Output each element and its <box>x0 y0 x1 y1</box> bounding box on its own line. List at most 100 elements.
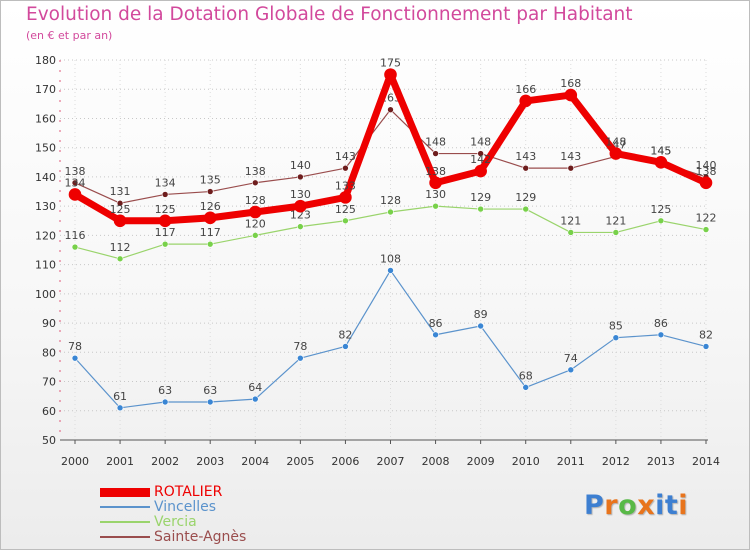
logo-letter: x <box>637 490 656 521</box>
data-label-vincelles: 85 <box>609 320 623 333</box>
data-point-rotalier <box>429 176 442 190</box>
data-point-rotalier <box>248 205 262 219</box>
data-label-sainte-agn-s: 131 <box>110 185 131 198</box>
x-tick-label: 2005 <box>286 455 314 468</box>
data-label-rotalier: 126 <box>200 200 221 213</box>
data-point-vercia <box>612 229 620 236</box>
data-label-sainte-agn-s: 145 <box>650 144 671 157</box>
data-label-vercia: 125 <box>650 203 671 216</box>
data-point-vincelles <box>71 354 79 362</box>
data-label-rotalier: 166 <box>515 83 536 96</box>
logo-letter: o <box>618 490 638 521</box>
legend-label-vincelles: Vincelles <box>154 499 217 515</box>
data-point-vercia <box>387 208 394 216</box>
y-tick-label: 70 <box>42 376 56 389</box>
legend-swatch-rotalier <box>100 488 150 497</box>
legend-label-rotalier: ROTALIER <box>154 484 223 500</box>
data-label-vincelles: 86 <box>654 317 668 330</box>
y-tick-label: 80 <box>42 346 56 359</box>
data-label-vercia: 125 <box>335 203 356 216</box>
data-point-sainte-agn-s <box>477 150 484 157</box>
logo-letter: i <box>655 490 665 521</box>
x-tick-label: 2000 <box>61 455 89 468</box>
logo-letter: r <box>604 490 619 521</box>
data-point-vercia <box>206 240 214 248</box>
y-tick-label: 100 <box>35 288 56 301</box>
data-point-rotalier <box>294 199 307 213</box>
data-point-rotalier <box>474 164 487 178</box>
y-tick-label: 50 <box>42 434 56 447</box>
proxiti-logo: Proxiti <box>584 490 688 521</box>
data-point-sainte-agn-s <box>71 179 79 187</box>
data-point-rotalier <box>68 188 82 201</box>
data-label-rotalier: 125 <box>155 203 176 216</box>
data-point-rotalier <box>519 94 533 108</box>
data-point-sainte-agn-s <box>297 173 304 181</box>
data-label-vincelles: 63 <box>158 384 172 397</box>
data-label-rotalier: 133 <box>335 179 356 192</box>
y-tick-label: 140 <box>35 171 56 184</box>
data-point-vincelles <box>297 354 304 362</box>
x-tick-label: 2004 <box>241 455 269 468</box>
data-label-vercia: 130 <box>425 188 446 201</box>
data-label-rotalier: 142 <box>470 153 491 166</box>
data-label-vincelles: 74 <box>564 352 578 365</box>
data-label-vercia: 120 <box>245 217 266 230</box>
data-label-sainte-agn-s: 148 <box>425 136 446 149</box>
data-label-sainte-agn-s: 138 <box>245 165 266 178</box>
data-label-sainte-agn-s: 138 <box>65 165 86 178</box>
legend-label-vercia: Vercia <box>154 514 197 530</box>
data-label-sainte-agn-s: 140 <box>290 159 311 172</box>
data-label-vercia: 117 <box>200 226 221 239</box>
data-label-sainte-agn-s: 148 <box>470 136 491 149</box>
data-point-sainte-agn-s <box>432 150 439 157</box>
data-point-rotalier <box>609 147 623 160</box>
data-label-vincelles: 82 <box>338 328 352 341</box>
y-tick-label: 160 <box>35 112 56 125</box>
data-label-vincelles: 78 <box>293 340 307 353</box>
legend-label-sainte-agnes: Sainte-Agnès <box>154 529 247 545</box>
data-point-vercia <box>297 223 304 230</box>
data-point-vincelles <box>116 404 124 412</box>
data-point-rotalier <box>203 211 217 225</box>
data-point-vercia <box>567 229 575 236</box>
x-tick-label: 2002 <box>151 455 179 468</box>
legend-item-sainte-agnes: Sainte-Agnès <box>100 530 320 544</box>
data-label-vercia: 121 <box>605 214 626 227</box>
data-label-sainte-agn-s: 143 <box>335 150 356 163</box>
legend-swatch-vercia <box>100 521 150 523</box>
y-tick-label: 60 <box>42 405 56 418</box>
data-point-rotalier <box>113 214 127 228</box>
legend-swatch-vincelles <box>100 506 150 508</box>
data-point-vercia <box>702 226 710 233</box>
data-label-vercia: 122 <box>696 212 717 225</box>
y-tick-label: 150 <box>35 142 56 155</box>
x-tick-label: 2006 <box>331 455 359 468</box>
data-point-sainte-agn-s <box>206 188 214 195</box>
legend-item-vercia: Vercia <box>100 515 320 529</box>
x-tick-label: 2014 <box>692 455 720 468</box>
x-tick-label: 2008 <box>422 455 450 468</box>
y-tick-label: 180 <box>35 54 56 67</box>
data-point-vincelles <box>702 343 710 350</box>
x-tick-label: 2011 <box>557 455 585 468</box>
y-tick-label: 130 <box>35 200 56 213</box>
data-point-vincelles <box>251 395 259 403</box>
y-tick-label: 90 <box>42 317 56 330</box>
data-label-vercia: 112 <box>110 241 131 254</box>
data-point-vincelles <box>612 334 620 341</box>
data-point-sainte-agn-s <box>522 164 530 172</box>
y-tick-label: 170 <box>35 83 56 96</box>
data-point-rotalier <box>564 88 578 102</box>
data-point-rotalier <box>384 68 397 81</box>
logo-letter: t <box>664 490 679 521</box>
chart-subtitle: (en € et par an) <box>26 29 113 42</box>
data-point-vincelles <box>206 398 214 406</box>
data-label-vercia: 128 <box>380 194 401 207</box>
data-label-vincelles: 78 <box>68 340 82 353</box>
legend-swatch-sainte-agnes <box>100 536 150 538</box>
x-tick-label: 2001 <box>106 455 134 468</box>
data-point-sainte-agn-s <box>116 199 124 207</box>
